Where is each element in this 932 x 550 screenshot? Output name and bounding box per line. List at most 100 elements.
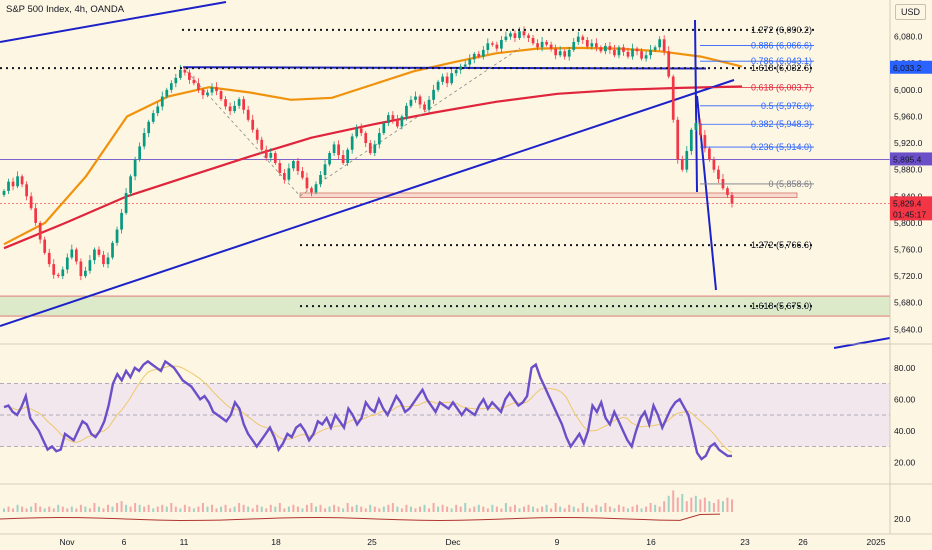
volume-bar [292, 504, 295, 512]
candle-body [151, 113, 155, 122]
candle-body [613, 49, 616, 56]
volume-bar [61, 506, 64, 512]
volume-bar [568, 504, 571, 512]
volume-bar [685, 501, 688, 512]
y-tick-label: 5,760.0 [894, 245, 923, 255]
rsi-tick-label: 40.00 [894, 426, 916, 436]
candle-body [269, 153, 273, 158]
candle-body [427, 99, 431, 110]
volume-bar [188, 506, 191, 512]
trendline-top [0, 1, 227, 43]
volume-bar [364, 508, 367, 512]
candle-body [93, 249, 96, 261]
price-tag-6033: 6,033.2 [893, 63, 922, 73]
candle-body [341, 155, 345, 164]
candle-body [545, 41, 548, 45]
volume-bar [373, 506, 376, 512]
volume-bar [477, 504, 480, 512]
y-tick-label: 5,640.0 [894, 324, 923, 334]
currency-button[interactable]: USD [894, 4, 926, 20]
candle-body [319, 175, 322, 185]
volume-bar [360, 506, 363, 512]
candle-body [450, 73, 454, 84]
volume-bar [545, 504, 548, 512]
candle-body [540, 41, 544, 48]
volume-bar [455, 504, 458, 512]
volume-bar [690, 497, 693, 512]
candle-body [65, 257, 69, 270]
price-tag-last-bg [890, 196, 932, 221]
candle-body [382, 123, 386, 134]
candle-body [282, 173, 286, 180]
candle-body [685, 151, 689, 170]
volume-bar [658, 506, 661, 512]
volume-bar [491, 504, 494, 512]
candle-body [445, 76, 449, 84]
candle-body [689, 129, 693, 152]
rsi-tick-label: 20.00 [894, 457, 916, 467]
volume-bar [459, 506, 462, 512]
volume-bar [572, 506, 575, 512]
candle-body [359, 128, 363, 134]
volume-bar [437, 506, 440, 512]
fib-label-1: 0.886 (6,066.6) [751, 41, 812, 51]
volume-bar [428, 508, 431, 512]
fib-label-10: 1.618 (5,675.0) [751, 301, 812, 311]
volume-bar [220, 506, 223, 512]
candle-body [671, 76, 675, 120]
candle-body [590, 43, 594, 47]
candle-body [468, 59, 472, 65]
volume-bar [152, 508, 155, 512]
price-tag-6033-bg [890, 60, 932, 74]
volume-bar [97, 506, 100, 512]
volume-bar [636, 504, 639, 512]
candle-body [2, 190, 6, 195]
volume-bar [473, 506, 476, 512]
candle-body [165, 89, 169, 97]
volume-bar [482, 506, 485, 512]
candle-body [563, 51, 567, 57]
candle-body [56, 274, 60, 277]
volume-bar [599, 506, 602, 512]
volume-bar [400, 508, 403, 512]
candle-body [174, 77, 178, 84]
volume-bar [527, 504, 530, 512]
candle-body [604, 45, 607, 52]
x-tick-label: 11 [180, 537, 189, 547]
candle-body [680, 159, 684, 170]
volume-bar [111, 506, 114, 512]
candle-body [617, 47, 621, 56]
volume-bar [66, 508, 69, 512]
x-tick-label: 23 [740, 537, 750, 547]
candle-body [242, 99, 246, 110]
candle-body [409, 99, 413, 106]
volume-bar [590, 508, 593, 512]
candle-body [631, 48, 634, 57]
x-tick-label: Dec [445, 537, 461, 547]
volume-bar [355, 504, 358, 512]
fib-label-8: 0 (5,858.6) [768, 179, 812, 189]
candle-body [640, 51, 643, 59]
candle-body [549, 44, 553, 49]
price-tag-last-countdown: 01:45:17 [893, 209, 926, 219]
fib-anchor-line-2 [299, 47, 521, 197]
volume-bar [165, 506, 168, 512]
volume-bar [116, 503, 119, 512]
volume-bar [12, 508, 15, 512]
candle-body [292, 161, 295, 169]
candle-body [120, 212, 123, 230]
volume-bar [694, 495, 697, 512]
candle-body [52, 264, 56, 275]
fib-label-3: 1.618 (6,032.6) [751, 63, 812, 73]
volume-bar [536, 508, 539, 512]
candle-body [178, 69, 182, 78]
candle-body [183, 69, 187, 73]
volume-bar [559, 506, 562, 512]
volume-bar [39, 506, 42, 512]
x-tick-label: 6 [122, 537, 127, 547]
volume-bar [409, 506, 412, 512]
volume-bar [242, 504, 245, 512]
volume-bar [672, 490, 675, 512]
y-tick-label: 5,800.0 [894, 218, 923, 228]
volume-bar [283, 508, 286, 512]
